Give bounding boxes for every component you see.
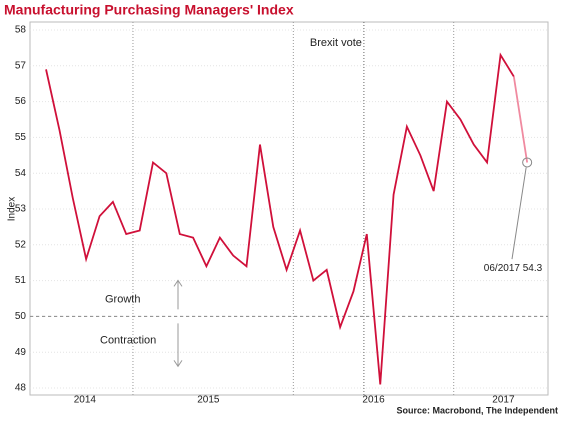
y-tick-label: 51 [15,275,27,286]
y-tick-label: 48 [15,383,27,394]
annotation-leader [511,167,527,260]
growth-label: Growth [105,293,140,305]
y-tick-label: 58 [15,25,27,36]
y-tick-label: 53 [15,204,27,215]
last-point-marker [522,157,533,168]
series-line-last [512,76,529,163]
x-tick-label: 2016 [362,395,385,406]
chart-title: Manufacturing Purchasing Managers' Index [4,2,294,18]
y-tick-label: 56 [15,96,27,107]
y-tick-label: 52 [15,239,27,250]
series-line [45,52,515,385]
y-tick-label: 54 [15,168,27,179]
x-tick-label: 2015 [197,395,220,406]
arrow-up [173,279,183,310]
y-tick-label: 55 [15,132,27,143]
arrow-down [173,323,183,368]
y-tick-label: 50 [15,311,27,322]
last-point-label: 06/2017 54.3 [484,263,543,274]
y-tick-label: 57 [15,60,27,71]
event-label: Brexit vote [310,37,362,49]
y-axis-label: Index [7,197,18,221]
x-tick-label: 2017 [492,395,515,406]
y-tick-label: 49 [15,347,27,358]
x-tick-label: 2014 [74,395,97,406]
source: Source: Macrobond, The Independent [396,405,558,415]
contraction-label: Contraction [100,334,156,346]
